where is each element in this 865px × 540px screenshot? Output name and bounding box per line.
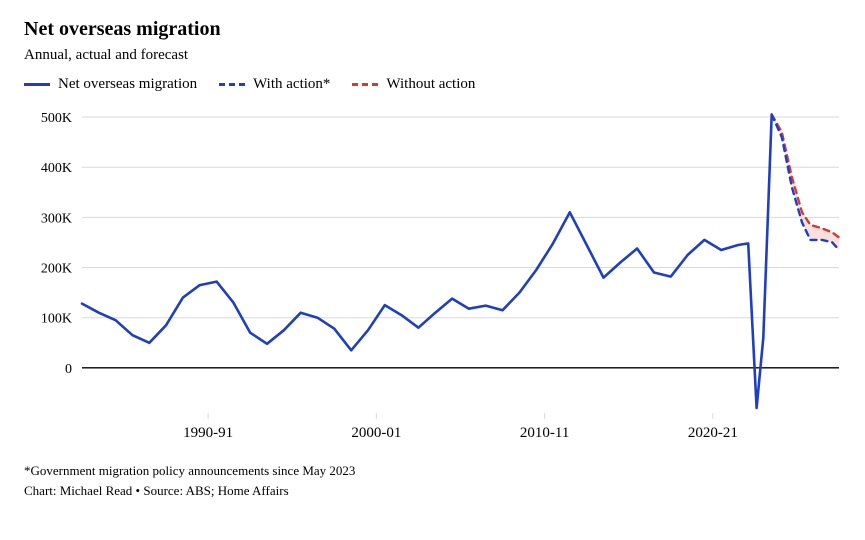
footnote-line-2: Chart: Michael Read • Source: ABS; Home … [24, 481, 841, 501]
chart-footnote: *Government migration policy announcemen… [24, 461, 841, 500]
svg-text:100K: 100K [41, 312, 72, 327]
svg-text:2000-01: 2000-01 [351, 425, 401, 441]
legend-swatch-without-action [352, 83, 378, 86]
svg-text:200K: 200K [41, 262, 72, 277]
svg-text:2010-11: 2010-11 [520, 425, 569, 441]
svg-text:2020-21: 2020-21 [688, 425, 738, 441]
legend-label-actual: Net overseas migration [58, 76, 197, 93]
legend-swatch-with-action [219, 83, 245, 86]
svg-text:0: 0 [65, 362, 72, 377]
chart-plot: 0 100K 200K 300K 400K 500K 1990-91 2000-01 2010-… [24, 101, 841, 451]
chart-container: Net overseas migration Annual, actual an… [0, 0, 865, 540]
legend-item-actual: Net overseas migration [24, 76, 197, 93]
chart-svg: 0 100K 200K 300K 400K 500K 1990-91 2000-01 2010-… [24, 101, 841, 451]
chart-subtitle: Annual, actual and forecast [24, 47, 841, 64]
svg-text:1990-91: 1990-91 [183, 425, 233, 441]
legend-item-without-action: Without action [352, 76, 475, 93]
svg-text:500K: 500K [41, 111, 72, 126]
legend-label-with-action: With action* [253, 76, 330, 93]
svg-text:300K: 300K [41, 211, 72, 226]
legend-swatch-actual [24, 83, 50, 86]
legend: Net overseas migration With action* With… [24, 76, 841, 93]
chart-title: Net overseas migration [24, 18, 841, 41]
footnote-line-1: *Government migration policy announcemen… [24, 461, 841, 481]
legend-item-with-action: With action* [219, 76, 330, 93]
legend-label-without-action: Without action [386, 76, 475, 93]
svg-text:400K: 400K [41, 161, 72, 176]
